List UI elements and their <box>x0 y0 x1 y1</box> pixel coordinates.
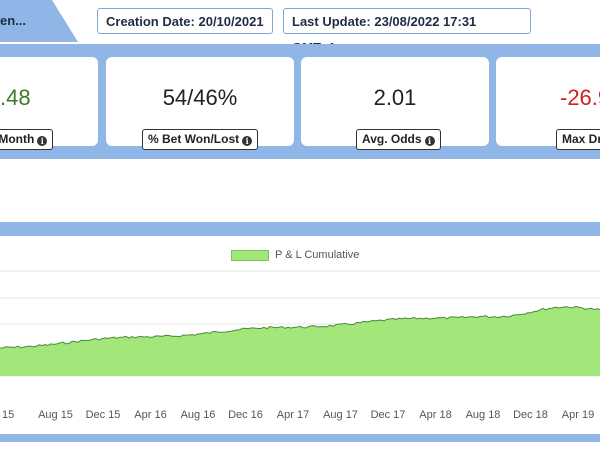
x-tick-label: Aug 18 <box>466 409 501 421</box>
stat-label-avg-odds[interactable]: Avg. Odds i <box>356 129 441 150</box>
x-tick-label: Apr 18 <box>419 409 451 421</box>
x-tick-label: Apr 19 <box>562 409 594 421</box>
stat-value-avg-odds: 2.01 <box>373 85 417 110</box>
creation-date-box: Creation Date: 20/10/2021 <box>97 8 273 34</box>
stat-card-max-drawdown: -26.9 Max Dr <box>496 57 600 150</box>
x-tick-label: Apr 17 <box>277 409 309 421</box>
legend-swatch <box>231 250 269 261</box>
chart-top-border <box>0 222 600 236</box>
stat-value-bet-won-lost: 54/46% <box>162 85 238 110</box>
stat-label-bet-won-lost-text: % Bet Won/Lost <box>148 132 240 146</box>
x-tick-label: Dec 17 <box>371 409 406 421</box>
creation-date-label: Creation Date: <box>106 14 195 29</box>
last-update-label: Last Update: <box>292 14 371 29</box>
x-tick-label: Dec 16 <box>228 409 263 421</box>
stat-card-avg-odds: 2.01 Avg. Odds i <box>301 57 489 150</box>
header-bar: en... Creation Date: 20/10/2021 Last Upd… <box>0 0 600 55</box>
x-tick-label: Aug 15 <box>38 409 73 421</box>
x-tick-label: Aug 17 <box>323 409 358 421</box>
strategy-title: en... <box>0 13 27 28</box>
info-icon[interactable]: i <box>37 136 48 146</box>
stat-label-monthly-text: /Month <box>0 132 35 146</box>
chart-bottom-border <box>0 434 600 442</box>
creation-date-value: 20/10/2021 <box>198 14 264 29</box>
x-tick-label: 15 <box>2 409 14 421</box>
info-icon[interactable]: i <box>242 136 253 146</box>
stat-label-bet-won-lost[interactable]: % Bet Won/Lost i <box>142 129 259 150</box>
info-icon[interactable]: i <box>424 136 435 146</box>
x-tick-label: Apr 16 <box>134 409 166 421</box>
stat-value-max-drawdown: -26.9 <box>560 85 600 110</box>
stat-label-max-drawdown[interactable]: Max Dr <box>556 129 600 150</box>
pnl-area <box>0 306 600 376</box>
x-tick-label: Aug 16 <box>181 409 216 421</box>
strategy-title-tab[interactable]: en... <box>0 0 78 42</box>
stat-card-bet-won-lost: 54/46% % Bet Won/Lost i <box>106 57 294 150</box>
stat-value-monthly: .48 <box>0 85 31 110</box>
pnl-line <box>0 305 600 349</box>
x-axis: 15 Aug 15 Dec 15 Apr 16 Aug 16 Dec 16 Apr 17 Au… <box>2 409 594 421</box>
legend-label: P & L Cumulative <box>275 249 360 261</box>
x-tick-label: Dec 15 <box>86 409 121 421</box>
x-tick-label: Dec 18 <box>513 409 548 421</box>
stat-label-max-drawdown-text: Max Dr <box>562 132 600 146</box>
pnl-chart: 15 Aug 15 Dec 15 Apr 16 Aug 16 Dec 16 Apr 17 Au… <box>0 270 600 421</box>
stat-label-avg-odds-text: Avg. Odds <box>362 132 422 146</box>
last-update-box: Last Update: 23/08/2022 17:31 GMT+1 <box>283 8 531 55</box>
